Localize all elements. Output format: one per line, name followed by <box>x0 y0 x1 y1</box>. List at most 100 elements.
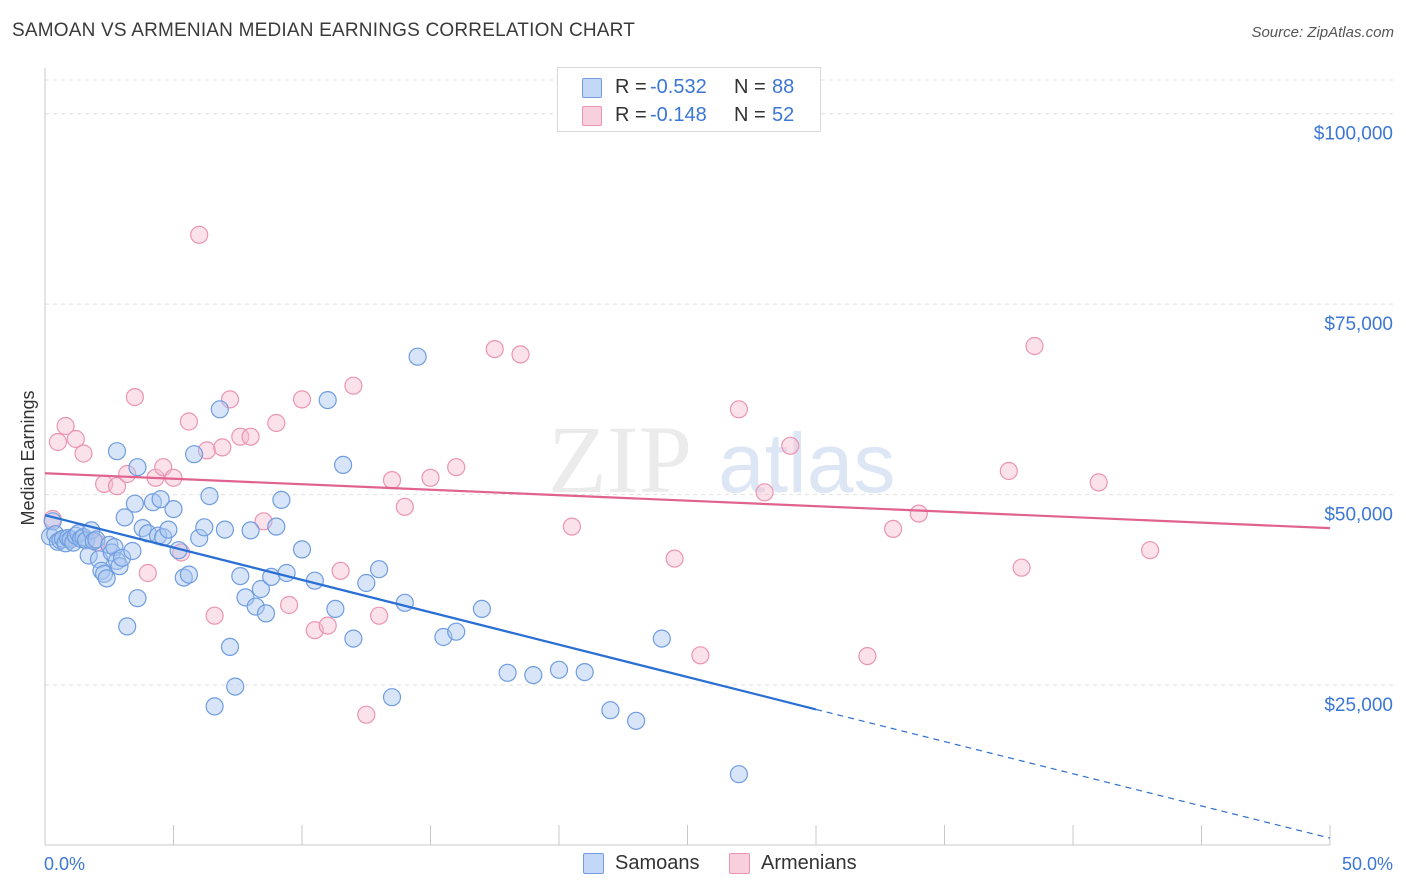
legend-n-label: N = <box>734 104 766 126</box>
correlation-legend: R = -0.532 N = 88 R = -0.148 N = 52 <box>557 67 821 132</box>
armenians-point <box>421 468 440 487</box>
armenians-point <box>447 458 466 477</box>
samoans-point <box>125 494 144 513</box>
armenians-point <box>107 477 127 496</box>
samoans-point <box>164 500 183 519</box>
samoans-point <box>128 458 147 477</box>
samoans-point <box>575 662 594 682</box>
chart-title: SAMOAN VS ARMENIAN MEDIAN EARNINGS CORRE… <box>12 20 636 41</box>
legend-swatch-samoans <box>582 78 602 98</box>
samoans-point <box>601 701 620 720</box>
samoans-point <box>133 518 152 538</box>
armenians-point <box>267 413 286 433</box>
samoans-point <box>112 548 132 567</box>
samoans-point <box>76 531 96 550</box>
armenians-point <box>370 606 389 625</box>
samoans-point <box>267 517 286 536</box>
bottom-legend-swatch-samoans <box>583 853 604 874</box>
samoans-point <box>190 528 209 548</box>
samoans-point <box>205 697 224 716</box>
y-tick-labels: $25,000 $50,000 $75,000 $100,000 <box>1314 124 1393 716</box>
bottom-legend-label-samoans: Samoans <box>615 852 700 874</box>
samoans-point <box>652 629 671 648</box>
samoans-trend-extension <box>815 708 1331 839</box>
legend-row-samoans: R = -0.532 N = 88 <box>558 74 820 102</box>
armenians-point <box>781 436 800 455</box>
samoans-point <box>128 589 147 608</box>
armenians-point <box>395 497 414 516</box>
samoans-point <box>626 711 646 730</box>
samoans-point <box>277 563 296 583</box>
legend-row-armenians: R = -0.148 N = 52 <box>558 102 820 130</box>
armenians-point <box>280 595 299 615</box>
armenians-point <box>999 461 1018 481</box>
armenians-point <box>56 416 75 436</box>
armenians-point <box>179 412 198 431</box>
legend-r-label: R = <box>615 104 647 126</box>
armenians-point <box>883 519 903 539</box>
samoans-points <box>40 347 749 784</box>
armenians-point <box>241 427 260 446</box>
armenians-point <box>344 376 363 395</box>
samoans-point <box>256 604 276 623</box>
samoans-point <box>251 579 270 599</box>
armenians-point <box>357 705 376 724</box>
armenians-point <box>562 517 582 536</box>
samoans-point <box>185 445 204 464</box>
y-tick-label: $75,000 <box>1324 314 1393 335</box>
armenians-point <box>138 563 157 583</box>
armenians-point <box>511 345 530 364</box>
samoans-point <box>292 540 312 559</box>
bottom-legend-label-armenians: Armenians <box>761 852 857 874</box>
armenians-point <box>729 400 749 419</box>
samoans-point <box>215 520 234 539</box>
armenians-point <box>1140 541 1160 560</box>
watermark-atlas: atlas <box>718 416 895 510</box>
armenians-point <box>858 646 877 666</box>
armenians-point <box>485 340 504 359</box>
samoans-point <box>370 560 389 579</box>
legend-n-value: 88 <box>772 76 795 98</box>
x-tick-label-50: 50.0% <box>1342 854 1393 874</box>
armenians-point <box>48 432 68 452</box>
samoans-point <box>200 487 219 506</box>
samoans-point <box>123 541 142 561</box>
samoans-point <box>408 347 427 366</box>
samoans-point <box>344 629 363 648</box>
samoans-point <box>107 442 127 461</box>
samoans-point <box>151 490 170 509</box>
armenians-point <box>205 606 224 625</box>
samoans-point <box>382 688 402 707</box>
armenians-point <box>691 646 710 665</box>
bottom-legend-swatch-armenians <box>729 853 750 874</box>
samoans-point <box>241 521 260 540</box>
armenians-point <box>318 616 337 635</box>
samoans-point <box>524 665 543 685</box>
armenians-point <box>1025 336 1044 356</box>
armenians-point <box>190 225 209 244</box>
samoans-point <box>118 617 137 636</box>
samoans-point <box>174 568 193 587</box>
samoans-point <box>272 490 291 509</box>
legend-swatch-armenians <box>582 106 602 126</box>
armenians-point <box>74 444 93 463</box>
y-axis-title: Median Earnings <box>18 390 38 525</box>
armenians-point <box>382 471 402 490</box>
armenians-points <box>43 225 1160 724</box>
armenians-point <box>213 438 232 457</box>
armenians-point <box>1012 558 1031 577</box>
armenians-point <box>125 388 144 407</box>
y-tick-label: $50,000 <box>1324 505 1393 526</box>
samoans-point <box>231 566 250 586</box>
x-tick-label-0: 0.0% <box>44 854 85 874</box>
armenians-point <box>292 390 312 409</box>
samoans-point <box>447 622 466 641</box>
armenians-point <box>66 429 85 449</box>
samoans-point <box>246 597 265 616</box>
samoans-point <box>472 599 491 619</box>
armenians-point <box>331 561 350 580</box>
legend-r-value: -0.532 <box>650 76 707 98</box>
armenians-point <box>118 464 137 484</box>
armenians-point <box>231 427 250 446</box>
